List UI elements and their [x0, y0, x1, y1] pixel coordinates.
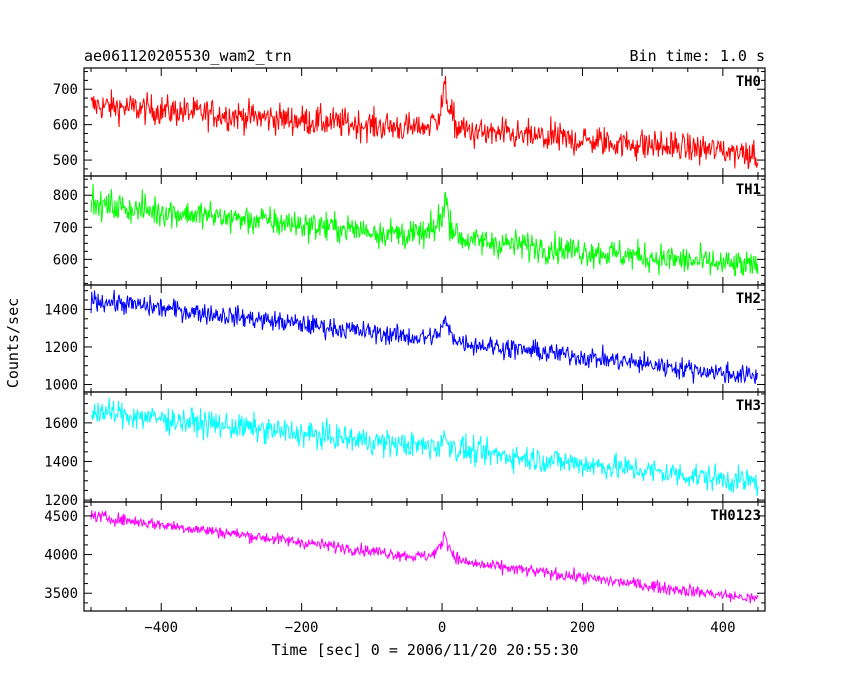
y-tick-label: 1200: [44, 340, 78, 356]
y-tick-label: 3500: [44, 586, 78, 602]
series-th0123: [90, 510, 759, 604]
y-tick-label: 1400: [44, 302, 78, 318]
panel-th2: 1000 1200 1400 TH2: [44, 284, 766, 393]
panel-th1: 600 700 800 TH1: [53, 175, 766, 286]
x-tick-label: −400: [144, 620, 178, 636]
y-tick-label: 600: [53, 252, 78, 268]
y-tick-label: 1400: [44, 454, 78, 470]
y-tick-label: 1200: [44, 493, 78, 509]
y-tick-label: 800: [53, 188, 78, 204]
y-tick-label: 4000: [44, 548, 78, 564]
series-th0: [90, 75, 759, 170]
y-axis-label: Counts/sec: [4, 298, 22, 388]
y-tick-label: 600: [53, 118, 78, 134]
panel-label: TH0123: [710, 508, 761, 524]
panel-th0123: 3500 4000 4500 TH0123: [44, 501, 766, 612]
panel-label: TH2: [736, 291, 761, 307]
y-tick-label: 1000: [44, 377, 78, 393]
y-tick-label: 500: [53, 153, 78, 169]
panel-label: TH0: [736, 74, 761, 90]
x-tick-label: 200: [570, 620, 595, 636]
panel-th3: 1200 1400 1600 TH3: [44, 391, 766, 509]
y-tick-label: 4500: [44, 509, 78, 525]
x-tick-label: 400: [710, 620, 735, 636]
chart-title: ae061120205530_wam2_trn: [84, 47, 292, 65]
panel-label: TH3: [736, 398, 761, 414]
x-tick-label: −200: [285, 620, 319, 636]
y-tick-label: 1600: [44, 416, 78, 432]
y-tick-label: 700: [53, 82, 78, 98]
bin-time-label: Bin time: 1.0 s: [630, 47, 765, 65]
y-tick-label: 700: [53, 220, 78, 236]
x-tick-label: 0: [438, 620, 446, 636]
series-th1: [90, 183, 759, 277]
series-th2: [90, 289, 759, 385]
panel-th0: 500 600 700 TH0: [53, 67, 766, 177]
panel-frame: [83, 67, 766, 177]
series-th3: [90, 397, 759, 497]
x-axis-ticks: −400 −200 0 200 400: [144, 620, 735, 636]
panel-frame: [83, 501, 766, 612]
panel-label: TH1: [736, 182, 761, 198]
x-axis-label: Time [sec] 0 = 2006/11/20 20:55:30: [271, 641, 578, 659]
